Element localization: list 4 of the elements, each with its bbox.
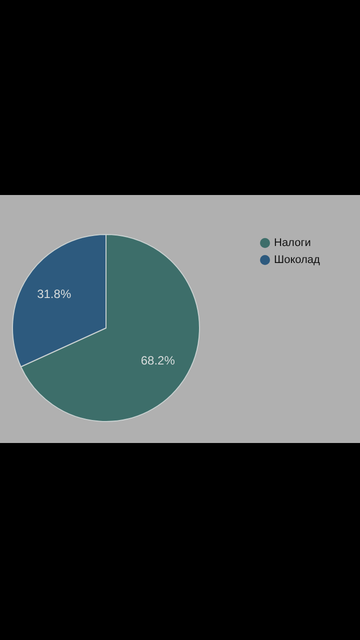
data-label: 68.2% bbox=[140, 354, 176, 368]
data-label: 31.8% bbox=[37, 286, 72, 301]
legend-label: Шоколад bbox=[274, 254, 321, 266]
legend-label: Налоги bbox=[274, 237, 311, 250]
